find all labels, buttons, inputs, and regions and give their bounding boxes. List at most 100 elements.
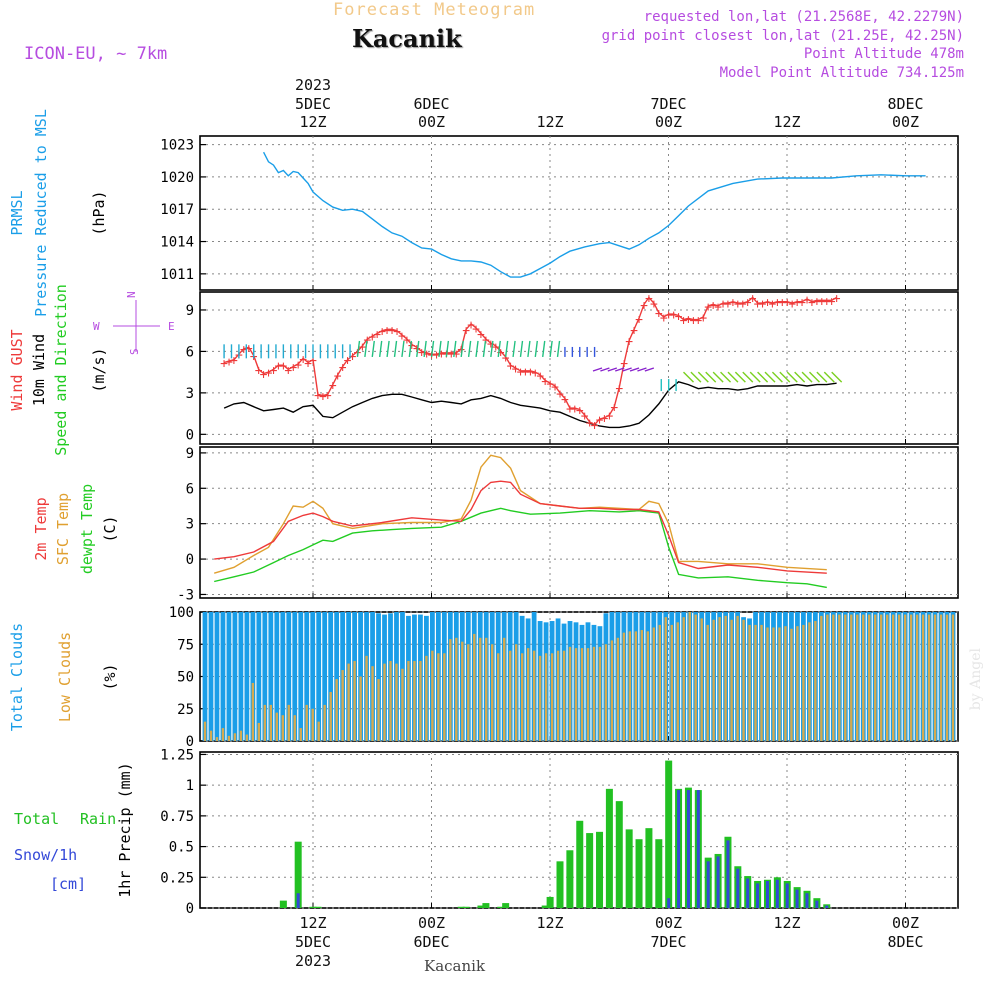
wind-gust-line-marker: + bbox=[329, 379, 337, 394]
wind-direction-arrow bbox=[757, 371, 769, 383]
wind-direction-arrow bbox=[622, 367, 632, 372]
location-title: Kacanik bbox=[352, 24, 462, 53]
low-cloud-bar bbox=[868, 614, 871, 741]
wind-gust-line-marker: + bbox=[571, 402, 579, 417]
wind-direction-arrow bbox=[629, 367, 640, 372]
wind-gust-line-marker: + bbox=[225, 355, 233, 370]
wind-gust-line-marker: + bbox=[334, 369, 342, 384]
wind-gust-line-marker: + bbox=[512, 362, 520, 377]
wind-direction-arrow bbox=[720, 371, 732, 383]
wind-gust-line-marker: + bbox=[536, 369, 544, 384]
wind-gust-line-marker: + bbox=[803, 293, 811, 308]
wind-direction-arrow bbox=[779, 371, 791, 383]
wind-direction-arrow bbox=[786, 371, 798, 383]
wind-gust-line-marker: + bbox=[265, 366, 273, 381]
compass-s: S bbox=[128, 348, 141, 355]
wind-gust-line-marker: + bbox=[655, 307, 663, 322]
wind-gust-line-marker: + bbox=[220, 356, 228, 371]
wind-gust-line-marker: + bbox=[378, 325, 386, 340]
rain-bar bbox=[541, 905, 549, 908]
pressure-axis-label-2: Pressure Reduced to MSL bbox=[32, 109, 50, 317]
wind-gust-line-marker: + bbox=[596, 413, 604, 428]
snow-bar bbox=[706, 861, 710, 908]
rain-bar bbox=[309, 906, 317, 908]
wind-gust-line-marker: + bbox=[279, 359, 287, 374]
top-time-label: 12Z bbox=[536, 113, 563, 131]
wind-panel-frame bbox=[199, 291, 959, 445]
wind-gust-line-marker: + bbox=[497, 345, 505, 360]
wind-direction-arrow bbox=[801, 371, 813, 383]
legend-snow: Snow/1h bbox=[14, 846, 77, 864]
legend-total: Total bbox=[14, 810, 59, 828]
total-cloud-bar bbox=[274, 612, 280, 741]
wind-gust-line-marker: + bbox=[610, 401, 618, 416]
low-cloud-bar bbox=[473, 633, 476, 741]
wind-gust-line-marker: + bbox=[759, 297, 767, 312]
total-cloud-bar bbox=[232, 612, 238, 741]
top-date-label: 5DEC bbox=[295, 95, 331, 113]
snow-bar bbox=[716, 856, 720, 908]
low-cloud-bar bbox=[251, 682, 255, 741]
low-cloud-bar bbox=[718, 617, 721, 741]
wind-gust-line-marker: + bbox=[452, 347, 460, 362]
wind-gust-line-marker: + bbox=[447, 347, 455, 362]
low-cloud-bar bbox=[281, 715, 284, 741]
low-cloud-bar bbox=[556, 650, 560, 741]
wind-gust-line-marker: + bbox=[289, 361, 297, 376]
bottom-date-label: 5DEC bbox=[295, 933, 331, 951]
rain-bar bbox=[615, 801, 623, 908]
footer-location: Kacanik bbox=[424, 957, 486, 975]
low-cloud-bar bbox=[862, 614, 865, 741]
wind-gust-line-marker: + bbox=[808, 296, 816, 311]
low-cloud-bar bbox=[209, 730, 213, 741]
wind-gust-line-marker: + bbox=[324, 388, 332, 403]
wind-direction-arrow bbox=[408, 340, 413, 358]
wind-direction-arrow bbox=[556, 340, 561, 358]
snow-bar bbox=[825, 905, 829, 908]
low-cloud-bar bbox=[371, 666, 374, 741]
wind-gust-axis-label: Wind GUST bbox=[8, 329, 26, 410]
wind-gust-line-marker: + bbox=[689, 314, 697, 329]
low-cloud-bar bbox=[341, 670, 344, 741]
wind-gust-line-marker: + bbox=[275, 359, 283, 374]
wind-direction-arrow bbox=[497, 340, 501, 358]
wind-gust-line-marker: + bbox=[502, 351, 510, 366]
low-cloud-bar bbox=[425, 655, 428, 741]
rain-bar bbox=[586, 833, 594, 908]
low-cloud-bar bbox=[419, 661, 422, 741]
wind-dir-axis-label: Speed and Direction bbox=[52, 284, 70, 456]
low-cloud-bar bbox=[903, 614, 907, 741]
pressure-ytick-label: 1020 bbox=[160, 170, 194, 186]
snow-bar bbox=[815, 900, 819, 908]
legend-snow-unit: [cm] bbox=[50, 875, 86, 893]
rain-bar bbox=[625, 829, 633, 908]
low-cloud-bar bbox=[449, 639, 452, 741]
low-cloud-bar bbox=[933, 614, 937, 741]
wind-gust-line-marker: + bbox=[373, 327, 381, 342]
low-cloud-bar bbox=[257, 722, 261, 741]
low-cloud-bar bbox=[838, 614, 841, 741]
snow-bar bbox=[795, 889, 799, 908]
wind-gust-line-marker: + bbox=[507, 359, 515, 374]
rain-bar bbox=[655, 839, 663, 908]
wind-gust-line-marker: + bbox=[418, 345, 426, 360]
wind-direction-arrow bbox=[614, 367, 625, 372]
snow-bar bbox=[686, 790, 690, 908]
wind-gust-line-marker: + bbox=[294, 358, 302, 373]
rain-bar bbox=[546, 896, 554, 908]
top-date-label: 7DEC bbox=[650, 95, 686, 113]
low-clouds-axis-label: Low Clouds bbox=[56, 632, 74, 722]
low-cloud-bar bbox=[443, 653, 446, 741]
wind-gust-line-marker: + bbox=[660, 311, 668, 326]
pressure-ytick-label: 1014 bbox=[160, 235, 194, 251]
wind-gust-line-marker: + bbox=[798, 296, 806, 311]
wind-direction-arrow bbox=[549, 340, 553, 358]
wind-direction-arrow bbox=[592, 367, 603, 372]
total-cloud-bar bbox=[226, 612, 232, 741]
legend-rain: Rain bbox=[80, 810, 116, 828]
snow-bar bbox=[736, 868, 740, 908]
low-cloud-bar bbox=[359, 676, 362, 741]
wind-gust-line-marker: + bbox=[773, 296, 781, 311]
dewpt-temp-line bbox=[214, 507, 827, 589]
wind-gust-line-marker: + bbox=[630, 323, 638, 338]
